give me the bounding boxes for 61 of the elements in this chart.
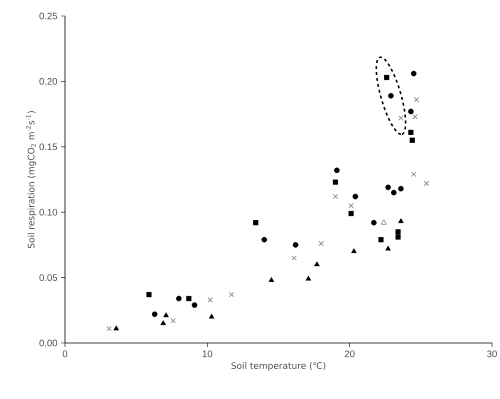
x-tick-label: 10 xyxy=(202,350,212,358)
point xyxy=(398,115,404,121)
y-tick-label: 0.20 xyxy=(39,78,58,85)
y-tick-label: 0.00 xyxy=(39,340,58,346)
x-axis-title: Soil temperature (℃) xyxy=(231,362,326,371)
point xyxy=(410,70,417,76)
x-tick-label: 20 xyxy=(344,350,355,358)
point xyxy=(186,296,192,302)
point xyxy=(411,172,416,177)
point xyxy=(424,180,430,186)
point xyxy=(292,242,298,248)
point xyxy=(146,292,152,298)
point xyxy=(395,229,401,234)
point xyxy=(318,240,324,246)
point xyxy=(261,236,268,242)
point xyxy=(292,255,297,261)
point xyxy=(395,234,401,240)
point xyxy=(385,246,391,251)
point xyxy=(334,168,340,174)
point xyxy=(408,108,414,114)
point xyxy=(385,184,391,190)
point xyxy=(408,130,414,135)
point xyxy=(228,292,234,298)
y-tick-label: 0.25 xyxy=(39,12,58,20)
point xyxy=(160,320,166,326)
point xyxy=(332,180,338,185)
point xyxy=(268,277,274,282)
point xyxy=(352,194,358,200)
point xyxy=(332,194,338,200)
x-tick-label: 30 xyxy=(487,350,497,358)
point xyxy=(412,114,418,120)
point xyxy=(391,190,397,196)
point xyxy=(192,302,198,308)
point xyxy=(351,248,357,254)
point xyxy=(410,138,415,143)
point xyxy=(388,92,394,99)
y-tick-label: 0.15 xyxy=(39,143,58,150)
y-tick-label: 0.10 xyxy=(39,208,58,216)
point xyxy=(208,314,214,319)
point xyxy=(208,297,213,302)
point xyxy=(348,203,354,208)
point xyxy=(170,318,176,324)
point xyxy=(152,311,158,318)
point xyxy=(381,219,387,224)
point xyxy=(398,218,404,224)
point xyxy=(414,97,420,102)
point xyxy=(163,312,169,318)
point xyxy=(106,326,112,332)
y-tick-label: 0.05 xyxy=(39,274,58,281)
point xyxy=(113,325,120,330)
y-axis-title: Soil respiration (mgCO$_{2}$ m$^{-2}$s$^{-1}$) xyxy=(26,111,36,248)
point xyxy=(398,186,404,192)
point xyxy=(371,220,377,226)
point xyxy=(253,220,258,226)
point xyxy=(348,210,354,216)
x-tick-label: 0 xyxy=(62,350,68,358)
point xyxy=(384,74,390,80)
point xyxy=(378,237,384,242)
point xyxy=(306,276,312,281)
point xyxy=(176,296,182,302)
point xyxy=(314,261,320,266)
